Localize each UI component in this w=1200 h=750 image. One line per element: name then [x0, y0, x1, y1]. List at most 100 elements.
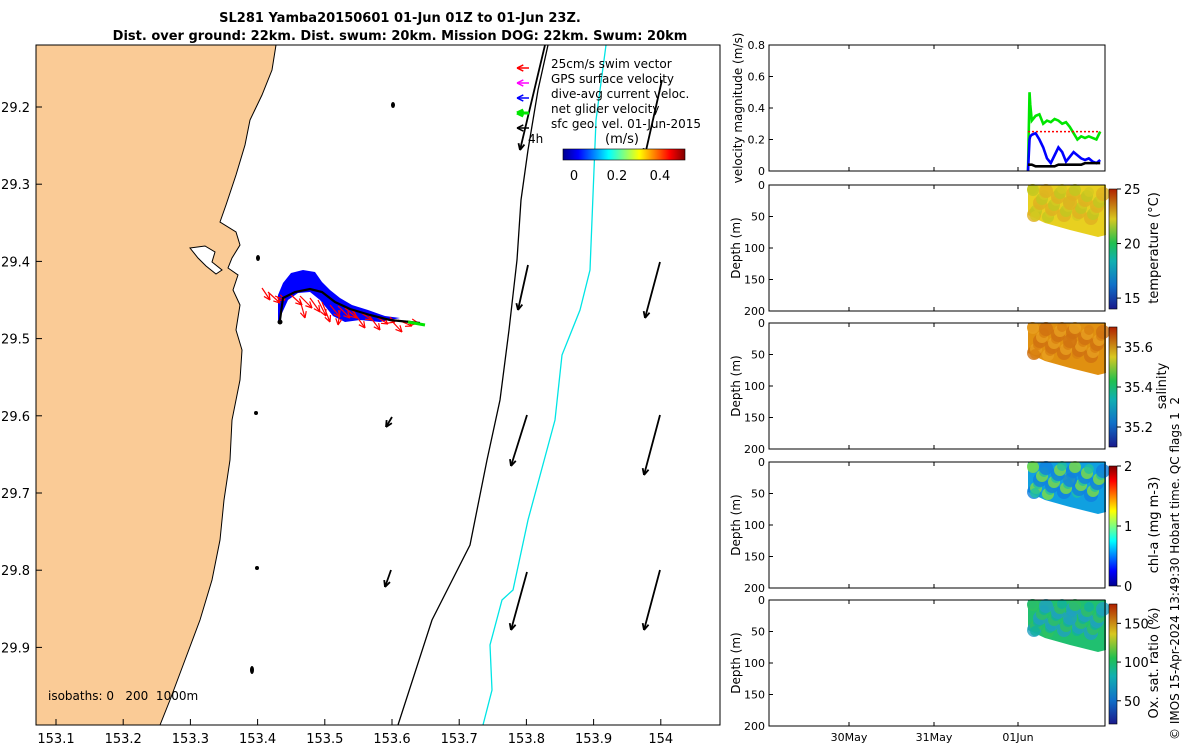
- panel-y-tick-label: 200: [744, 720, 765, 733]
- panel-colorbar: [1108, 326, 1118, 448]
- panel-temperature: 0 50 100 150 200 Depth (m) 15 20 25 temperature (…: [729, 179, 1162, 318]
- section-data-patch: [1069, 184, 1081, 196]
- section-data-patch: [1069, 322, 1081, 334]
- map-x-tick-label: 153.1: [37, 732, 74, 747]
- geostrophic-velocity-arrows: [383, 45, 663, 631]
- panel-y-label: velocity magnitude (m/s): [731, 33, 745, 184]
- title-line-1: SL281 Yamba20150601 01-Jun 01Z to 01-Jun…: [219, 11, 581, 26]
- section-data-patch: [1027, 599, 1039, 611]
- estuary-island: [189, 245, 223, 275]
- figure-title: SL281 Yamba20150601 01-Jun 01Z to 01-Jun…: [0, 10, 800, 46]
- map-y-tick-label: 29.2: [1, 101, 30, 116]
- map-frame: [35, 44, 721, 726]
- swim-vector: [289, 293, 303, 306]
- dive-avg-current-fill: [278, 270, 400, 322]
- section-data-patch: [1084, 464, 1094, 474]
- swim-vector: [337, 305, 351, 319]
- section-data-patch: [1057, 184, 1067, 194]
- map-longitude-ticks: 153.1 153.2 153.3 153.4 153.5 153.6 153.7 153.8…: [37, 719, 673, 747]
- colorbar-tick-label: 25: [1124, 183, 1141, 198]
- section-data-patch: [1030, 349, 1040, 359]
- panel-y-tick-label: 100: [744, 380, 765, 393]
- colorbar-label: salinity: [1155, 362, 1170, 409]
- geostrophic-arrow: [642, 261, 661, 319]
- map-y-tick-label: 29.3: [1, 178, 30, 193]
- map-x-tick-label: 153.3: [172, 732, 209, 747]
- section-data-patch: [1030, 488, 1040, 498]
- colorbar-tick-label: 20: [1124, 238, 1141, 253]
- colorbar-tick-label: 0.4: [650, 169, 671, 184]
- panel-chla: 0 50 100 150 200 Depth (m) 0 1 2 chl-a (mg m-3): [729, 456, 1162, 595]
- panel-y-label: Depth (m): [729, 632, 743, 693]
- section-data-patch: [1084, 325, 1094, 335]
- geostrophic-arrow: [509, 414, 528, 467]
- colorbar-tick-label: 15: [1124, 292, 1141, 307]
- legend-swatch: [516, 108, 529, 118]
- panel-y-tick-label: 150: [744, 412, 765, 425]
- colorbar-tick-label: 150: [1124, 617, 1149, 632]
- map-x-tick-label: 153.7: [441, 732, 478, 747]
- map-y-tick-label: 29.9: [1, 641, 30, 656]
- net-glider-velocity-arrow: [407, 320, 426, 327]
- panel-frame: [768, 461, 1106, 589]
- panel-salinity: 0 50 100 150 200 Depth (m) 35.2 35.4 35.6salinit…: [729, 317, 1170, 456]
- isobath-1000m: [482, 45, 607, 725]
- geostrophic-arrow: [385, 416, 393, 428]
- small-islands: [250, 102, 395, 674]
- legend-label: 25cm/s swim vector: [551, 57, 672, 71]
- section-data-patch: [1063, 196, 1077, 210]
- geostrophic-arrow: [641, 569, 661, 631]
- legend-4h-label: 4h: [528, 132, 543, 146]
- map-latitude-ticks: 29.2 29.3 29.4 29.5 29.6 29.7 29.8 29.9: [1, 101, 42, 656]
- coastline-land: [36, 45, 277, 725]
- swim-vector: [299, 295, 313, 309]
- map-y-tick-label: 29.4: [1, 255, 30, 270]
- panel-y-tick-label: 100: [744, 242, 765, 255]
- map-y-tick-label: 29.6: [1, 410, 30, 425]
- panel-y-tick-label: 200: [744, 443, 765, 456]
- map-x-tick-label: 153.8: [508, 732, 545, 747]
- velocity-series-line: [1026, 131, 1102, 172]
- map-x-tick-label: 153.5: [306, 732, 343, 747]
- colorbar-tick-label: 0: [570, 169, 578, 184]
- swim-vector: [321, 301, 332, 323]
- time-tick-label: 01Jun: [1002, 731, 1033, 744]
- panel-y-tick-label: 150: [744, 551, 765, 564]
- isobath-200m: [397, 45, 549, 725]
- section-data-patch: [1039, 599, 1053, 613]
- panel-frame: [768, 184, 1106, 312]
- colorbar-label: chl-a (mg m-3): [1147, 477, 1162, 574]
- panel-y-tick-label: 150: [744, 274, 765, 287]
- colorbar-tick-label: 0: [1124, 580, 1132, 595]
- map-x-tick-label: 154: [648, 732, 673, 747]
- panel-y-tick-label: 150: [744, 689, 765, 702]
- legend-label: net glider velocity: [551, 102, 659, 116]
- legend-swatch: [516, 124, 529, 132]
- section-data-patch: [1030, 626, 1040, 636]
- colorbar-label: Ox. sat. ratio (%): [1147, 608, 1162, 719]
- panel-y-tick-label: 0.4: [748, 102, 766, 115]
- geostrophic-arrow: [517, 45, 546, 151]
- section-data-patch: [1084, 187, 1094, 197]
- panel-frame: [768, 44, 1106, 172]
- velocity-series-line: [1028, 161, 1101, 168]
- section-data-patch: [1063, 611, 1077, 625]
- map-x-tick-label: 153.9: [575, 732, 612, 747]
- section-data-patch: [1063, 334, 1077, 348]
- panel-y-tick-label: 0: [758, 165, 765, 178]
- colorbar-label: temperature (°C): [1147, 192, 1162, 304]
- panel-y-label: Depth (m): [729, 217, 743, 278]
- panel-y-tick-label: 0.6: [748, 71, 766, 84]
- panel-colorbar: [1108, 188, 1118, 310]
- time-tick-label: 30May: [831, 731, 868, 744]
- panel-frame: [768, 599, 1106, 727]
- legend-swatch: [516, 64, 529, 72]
- speed-colorbar-ticks: 0 0.2 0.4: [570, 169, 670, 184]
- colorbar-tick-label: 1: [1124, 520, 1132, 535]
- panel-y-tick-label: 0: [758, 456, 765, 469]
- map-y-tick-label: 29.8: [1, 564, 30, 579]
- panel-frame: [768, 322, 1106, 450]
